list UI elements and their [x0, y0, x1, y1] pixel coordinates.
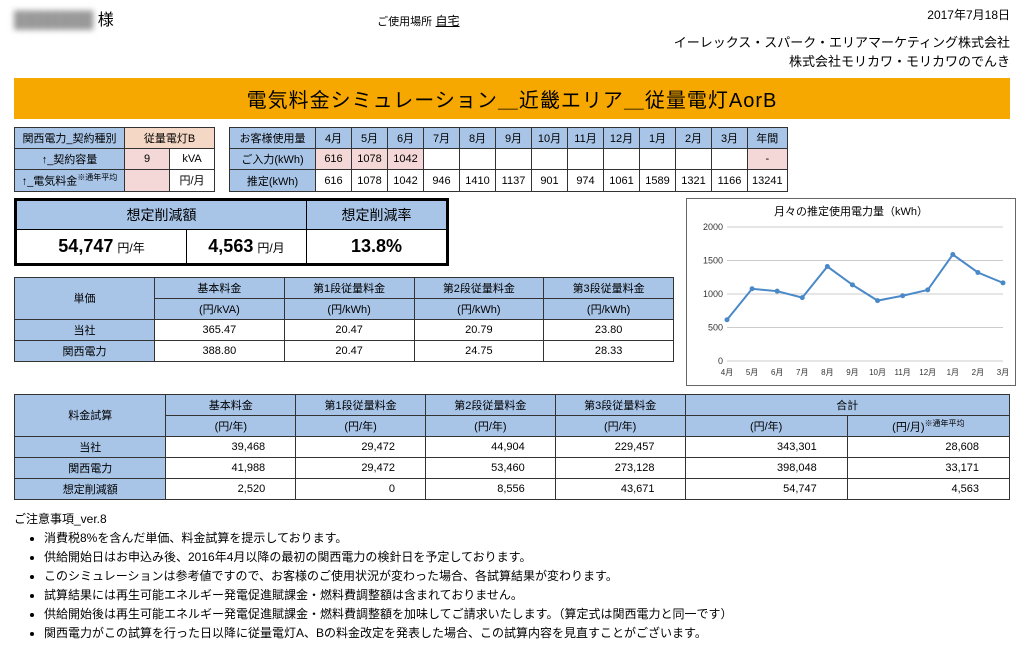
company-1: イーレックス・スパーク・エリアマーケティング株式会社 — [14, 32, 1010, 51]
svg-text:10月: 10月 — [869, 368, 886, 377]
svg-text:3月: 3月 — [997, 368, 1009, 377]
svg-text:500: 500 — [708, 322, 723, 332]
svg-text:11月: 11月 — [894, 368, 910, 377]
svg-text:4月: 4月 — [721, 368, 733, 377]
note-item: このシミュレーションは参考値ですので、お客様のご使用状況が変わった場合、各試算結… — [44, 567, 1010, 584]
note-item: 供給開始後は再生可能エネルギー発電促進賦課金・燃料費調整額を加味してご請求いたし… — [44, 605, 1010, 622]
location-label: ご使用場所 — [377, 16, 432, 28]
calculation-table: 料金試算基本料金第1段従量料金第2段従量料金第3段従量料金合計(円/年)(円/年… — [14, 394, 1010, 501]
svg-text:9月: 9月 — [846, 368, 858, 377]
note-item: 試算結果には再生可能エネルギー発電促進賦課金・燃料費調整額は含まれておりません。 — [44, 586, 1010, 603]
title-banner: 電気料金シミュレーション＿近畿エリア＿従量電灯AorB — [14, 78, 1010, 119]
svg-text:1000: 1000 — [703, 289, 723, 299]
svg-text:2月: 2月 — [972, 368, 984, 377]
location-value: 自宅 — [436, 14, 460, 28]
customer-name: ███████ — [14, 12, 93, 29]
document-date: 2017年7月18日 — [927, 6, 1010, 23]
notes-title: ご注意事項_ver.8 — [14, 510, 1010, 527]
note-item: 関西電力がこの試算を行った日以降に従量電灯A、Bの料金改定を発表した場合、この試… — [44, 624, 1010, 641]
company-2: 株式会社モリカワ・モリカワのでんき — [14, 51, 1010, 70]
svg-text:1500: 1500 — [703, 255, 723, 265]
note-item: 供給開始日はお申込み後、2016年4月以降の最初の関西電力の検針日を予定しており… — [44, 548, 1010, 565]
svg-text:12月: 12月 — [919, 368, 936, 377]
svg-text:2000: 2000 — [703, 222, 723, 232]
usage-chart: 月々の推定使用電力量（kWh） 05001000150020004月5月6月7月… — [686, 198, 1016, 386]
savings-box: 想定削減額 想定削減率 54,747円/年 4,563円/月 13.8% — [14, 198, 449, 266]
svg-text:6月: 6月 — [771, 368, 783, 377]
note-item: 消費税8%を含んだ単価、料金試算を提示しております。 — [44, 529, 1010, 546]
svg-text:5月: 5月 — [746, 368, 758, 377]
svg-text:7月: 7月 — [796, 368, 808, 377]
usage-table: お客様使用量4月5月6月7月8月9月10月11月12月1月2月3月年間ご入力(k… — [229, 127, 788, 192]
contract-table: 関西電力_契約種別従量電灯B ↑_契約容量9kVA ↑_電気料金※通年平均円/月 — [14, 127, 215, 192]
svg-text:8月: 8月 — [821, 368, 833, 377]
notes-section: ご注意事項_ver.8 消費税8%を含んだ単価、料金試算を提示しております。供給… — [14, 510, 1010, 641]
svg-text:0: 0 — [718, 356, 723, 366]
customer-suffix: 様 — [93, 12, 113, 29]
svg-text:1月: 1月 — [947, 368, 959, 377]
unit-price-table: 単価基本料金第1段従量料金第2段従量料金第3段従量料金(円/kVA)(円/kWh… — [14, 277, 674, 362]
